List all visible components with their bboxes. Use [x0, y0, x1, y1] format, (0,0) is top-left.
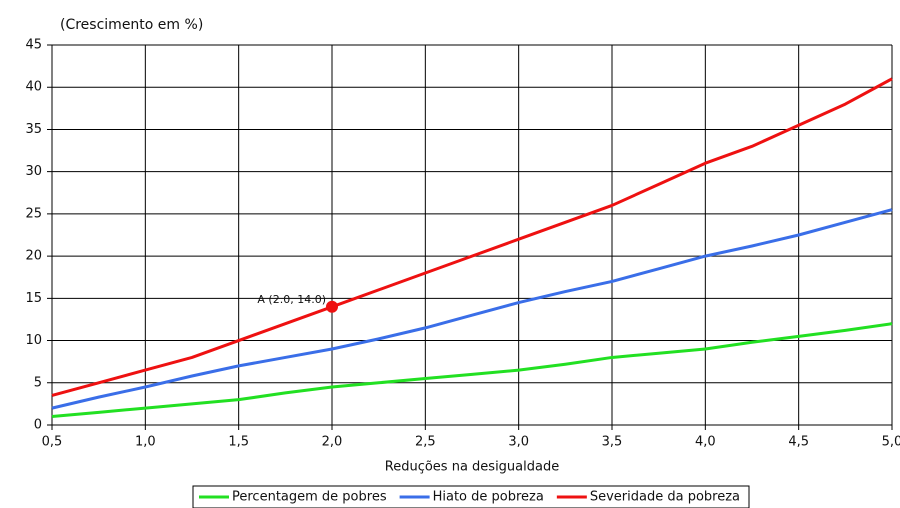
y-tick-label: 25 — [25, 206, 42, 221]
x-tick-label: 5,0 — [882, 435, 900, 450]
y-tick-label: 0 — [34, 418, 42, 433]
y-tick-label: 40 — [25, 80, 42, 95]
legend-label: Percentagem de pobres — [232, 490, 387, 505]
series-line — [51, 208, 893, 410]
annotation-point — [326, 300, 338, 313]
legend-label: Severidade da pobreza — [590, 490, 740, 505]
y-tick-label: 45 — [25, 38, 42, 53]
annotation-label: A (2.0, 14.0) — [257, 293, 326, 306]
x-tick-label: 3,0 — [508, 435, 529, 450]
x-axis-label: Reduções na desigualdade — [385, 460, 559, 475]
y-tick-label: 5 — [34, 375, 42, 390]
y-tick-label: 10 — [25, 333, 42, 348]
y-tick-label: 20 — [25, 249, 42, 264]
y-tick-label: 15 — [25, 291, 42, 306]
series-line — [51, 77, 893, 397]
x-tick-label: 3,5 — [602, 435, 623, 450]
series-line — [51, 322, 893, 419]
legend-box — [192, 485, 750, 508]
legend-label: Hiato de pobreza — [433, 490, 544, 505]
x-tick-label: 4,0 — [695, 435, 716, 450]
y-tick-label: 30 — [25, 164, 42, 179]
x-tick-label: 2,5 — [415, 435, 436, 450]
y-axis-label: (Crescimento em %) — [60, 17, 203, 33]
x-tick-label: 0,5 — [42, 435, 63, 450]
x-tick-label: 1,5 — [228, 435, 249, 450]
x-tick-label: 2,0 — [322, 435, 343, 450]
x-tick-label: 4,5 — [788, 435, 809, 450]
x-tick-label: 1,0 — [135, 435, 156, 450]
y-tick-label: 35 — [25, 122, 42, 137]
